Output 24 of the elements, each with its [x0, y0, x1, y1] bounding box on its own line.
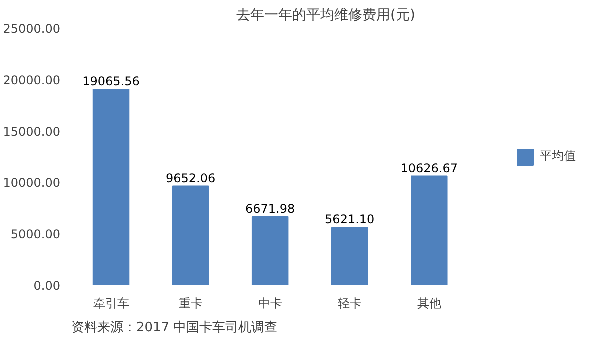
y-tick-label: 5000.00	[10, 228, 60, 242]
data-label: 5621.10	[325, 212, 375, 227]
y-tick-label: 15000.00	[3, 124, 61, 139]
data-label: 10626.67	[400, 161, 458, 176]
y-tick-label: 0.00	[34, 279, 60, 293]
bar	[92, 89, 130, 286]
x-tick-label: 中卡	[258, 296, 282, 310]
text: 资料来源：2017 中国卡车司机调查	[72, 320, 278, 336]
data-label: 19065.56	[82, 74, 140, 89]
legend-label: 平均值	[540, 148, 576, 165]
x-tick-label: 重卡	[178, 296, 203, 310]
y-tick-label: 20000.00	[3, 73, 61, 88]
bar	[331, 227, 368, 286]
x-tick-label: 轻卡	[338, 296, 362, 310]
x-tick-label: 其他	[417, 296, 442, 310]
bar	[411, 176, 448, 286]
chart-title: 去年一年的平均维修费用(元)	[236, 8, 416, 24]
bar	[252, 216, 289, 286]
data-label: 9652.06	[166, 171, 216, 186]
data-label: 6671.98	[246, 202, 296, 216]
y-tick-label: 25000.00	[3, 22, 61, 36]
x-tick-label: 牵引车	[93, 296, 130, 310]
y-tick-label: 10000.00	[3, 176, 61, 190]
bar	[172, 186, 210, 286]
